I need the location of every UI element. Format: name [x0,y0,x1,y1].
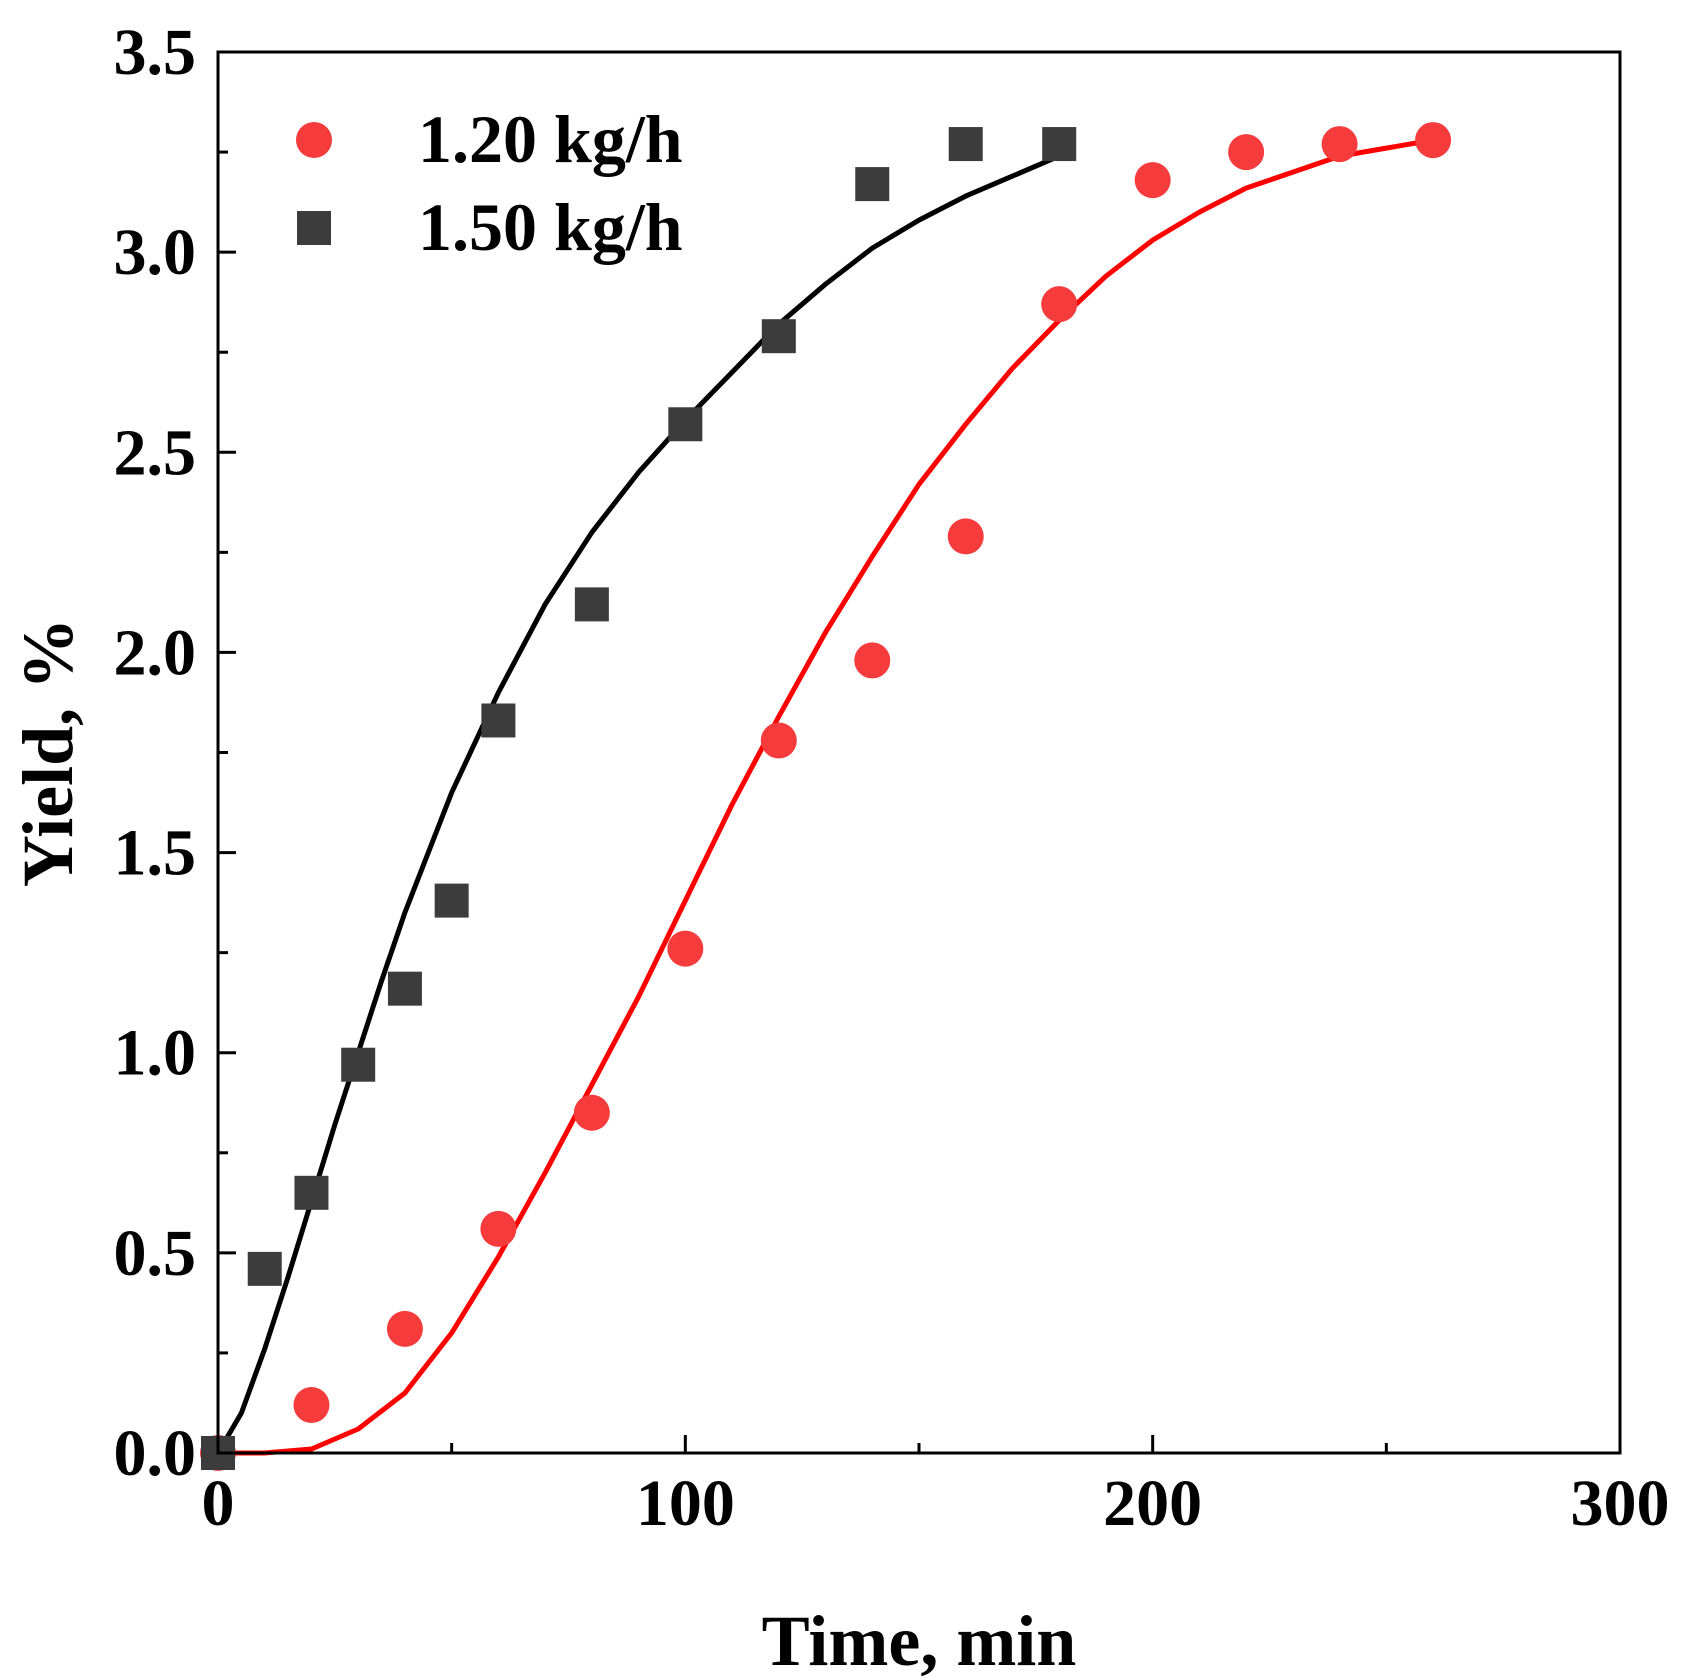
y-tick-label: 3.0 [114,216,197,289]
series-2-point [1042,127,1077,162]
series-2-point [294,1175,329,1210]
y-tick-label: 1.0 [114,1017,197,1090]
series-1-point [1041,286,1078,323]
legend-marker-2 [297,211,331,245]
x-tick-labels: 0 100 200 300 [202,1467,1670,1540]
y-tick-label: 3.5 [114,16,197,89]
series-2-point [341,1047,376,1082]
x-tick-label: 100 [636,1467,735,1540]
series-2-point [387,971,422,1006]
series-1-point [386,1310,423,1347]
series-2-point [434,883,469,918]
y-tick-label: 2.5 [114,416,197,489]
series-1-point [573,1094,610,1131]
y-tick-label: 2.0 [114,616,197,689]
series-2-point [574,587,609,622]
legend-label-1: 1.20 kg/h [418,101,683,177]
series-2-point [481,703,516,738]
series-1-point [293,1386,330,1423]
axis-ticks-layer [216,50,1622,1455]
series-2-point [668,407,703,442]
series-2-point [247,1251,282,1286]
series-1-point [760,722,797,759]
series-1-point [1228,134,1265,171]
legend-marker-1 [296,122,332,158]
data-points-layer [200,122,1452,1471]
x-tick-label: 200 [1103,1467,1202,1540]
series-1-point [1321,126,1358,163]
y-tick-label: 0.5 [114,1217,197,1290]
y-tick-labels: 0.0 0.5 1.0 1.5 2.0 2.5 3.0 3.5 [114,16,197,1490]
x-tick-label: 0 [202,1467,235,1540]
series-2-point [761,319,796,354]
fit-curve-2 [215,153,1062,1456]
fit-curve-1 [215,137,1436,1456]
y-tick-label: 0.0 [114,1417,197,1490]
series-1-point [1415,122,1452,159]
series-1-point [854,642,891,679]
series-1-point [480,1210,517,1247]
series-1-point [1134,162,1171,199]
y-tick-label: 1.5 [114,817,197,890]
x-axis-title: Time, min [762,1601,1077,1678]
legend: 1.20 kg/h 1.50 kg/h [296,101,683,265]
y-axis-title: Yield, % [8,618,88,887]
series-1-point [667,930,704,967]
series-1-point [947,518,984,555]
fit-curves-layer [215,137,1436,1456]
series-2-point [948,127,983,162]
legend-label-2: 1.50 kg/h [418,189,683,265]
x-tick-label: 300 [1571,1467,1670,1540]
series-2-point [855,167,890,202]
